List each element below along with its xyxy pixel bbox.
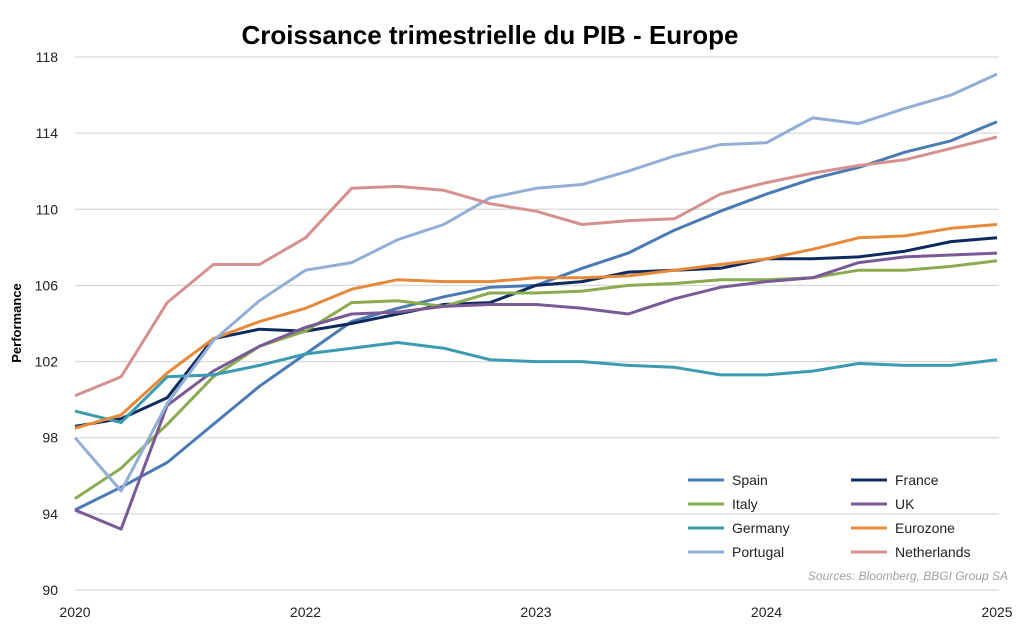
legend-item-portugal: Portugal [688,544,784,560]
x-tick-labels: 2020 2022 2023 2024 2025 [59,604,1012,620]
series-line-portugal [73,72,998,493]
y-tick-labels: 90 94 98 102 106 110 114 118 [35,49,59,598]
y-tick-label: 118 [36,49,59,65]
legend-label: Italy [732,496,758,512]
series-line-netherlands [74,135,998,398]
chart-title: Croissance trimestrielle du PIB - Europe [241,20,738,50]
y-tick-label: 90 [42,582,58,598]
legend-label: France [895,472,939,488]
x-tick-label: 2022 [290,604,321,620]
legend-item-italy: Italy [688,496,758,512]
legend-label: Germany [732,520,790,536]
legend-label: Eurozone [895,520,955,536]
legend-label: Portugal [732,544,784,560]
legend-label: Netherlands [895,544,971,560]
legend-item-germany: Germany [688,520,790,536]
source-note: Sources: Bloomberg, BBGI Group SA [808,569,1008,583]
y-tick-label: 98 [42,430,58,446]
legend-item-eurozone: Eurozone [851,520,955,536]
y-tick-label: 94 [42,506,58,522]
legend-item-spain: Spain [688,472,768,488]
y-axis-label: Performance [9,283,24,362]
legend-label: UK [895,496,915,512]
x-tick-label: 2024 [751,604,782,620]
series-line-france [74,236,998,428]
y-tick-label: 114 [36,125,59,141]
y-tick-label: 102 [35,354,59,370]
series-line-uk [74,251,998,531]
series-line-spain [74,120,998,512]
legend-item-uk: UK [851,496,915,512]
legend-item-netherlands: Netherlands [851,544,971,560]
x-tick-label: 2023 [520,604,551,620]
y-tick-label: 106 [35,277,59,293]
legend-item-france: France [851,472,939,488]
y-tick-label: 110 [36,201,59,217]
x-tick-label: 2020 [59,604,90,620]
legend-label: Spain [732,472,768,488]
series-line-germany [74,341,998,424]
gridlines [75,56,999,591]
series-line-eurozone [74,223,998,430]
series-line-italy [74,259,998,500]
series-lines [73,72,998,531]
legend: Spain France Italy UK Germany Eurozone Portuga… [688,472,971,560]
x-tick-label: 2025 [981,604,1012,620]
